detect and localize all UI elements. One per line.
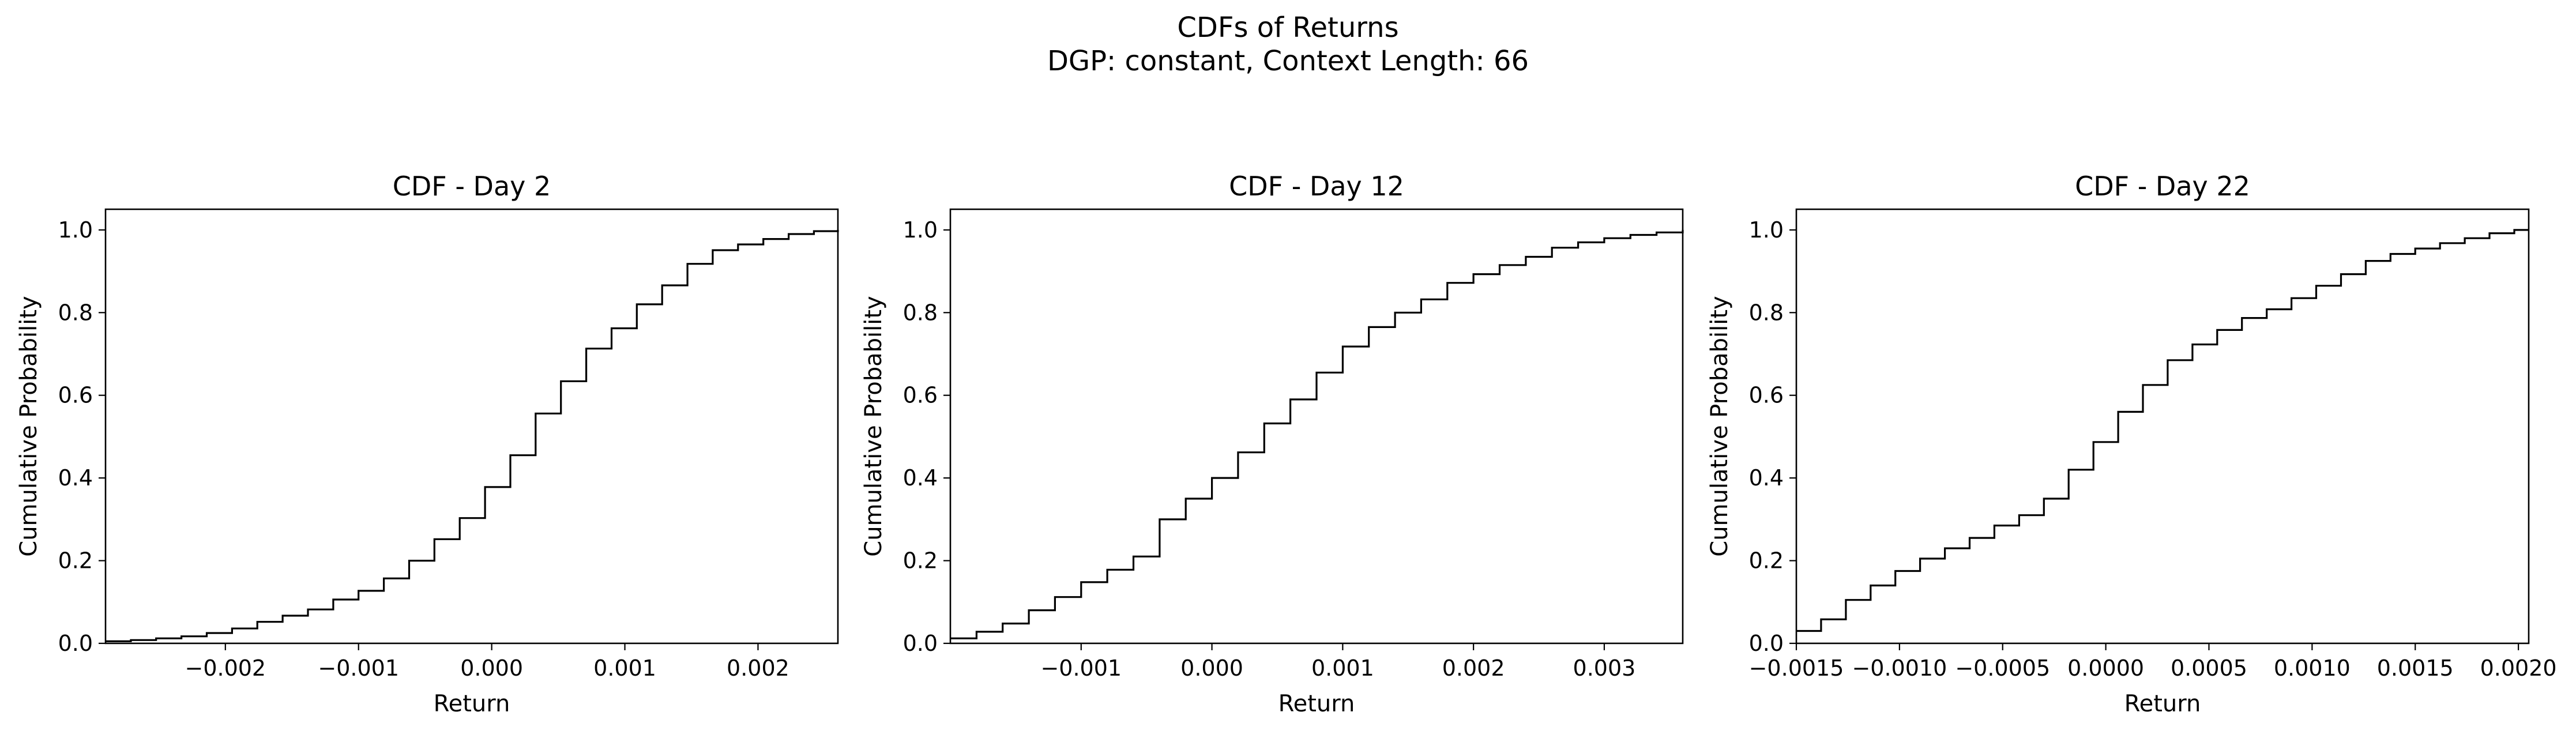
x-tick-label: 0.001 xyxy=(1311,655,1374,681)
x-tick-label: −0.0010 xyxy=(1852,655,1947,681)
y-tick-label: 0.0 xyxy=(58,631,93,656)
x-tick-label: −0.001 xyxy=(318,655,399,681)
x-tick-label: 0.0020 xyxy=(2480,655,2557,681)
y-axis-label: Cumulative Probability xyxy=(1706,296,1733,556)
y-tick-label: 0.6 xyxy=(1749,383,1784,408)
y-tick-label: 0.4 xyxy=(903,465,938,491)
x-tick-label: 0.001 xyxy=(593,655,656,681)
y-tick-label: 0.2 xyxy=(903,548,938,574)
x-tick-label: −0.0015 xyxy=(1749,655,1844,681)
x-tick-label: 0.002 xyxy=(727,655,789,681)
chart-panel-2: CDF - Day 12 −0.001 0.000 0.001 0.002 0.003 0.… xyxy=(860,171,1684,717)
y-tick-label: 0.2 xyxy=(1749,548,1784,574)
y-axis-label: Cumulative Probability xyxy=(16,296,42,556)
y-tick-label: 0.0 xyxy=(903,631,938,656)
chart-title: CDF - Day 2 xyxy=(393,171,551,202)
cdf-step-line xyxy=(950,229,1684,639)
cdf-step-line xyxy=(1796,229,2529,632)
x-axis-label: Return xyxy=(1278,691,1355,717)
x-tick-label: 0.002 xyxy=(1442,655,1505,681)
x-tick-label: 0.0000 xyxy=(2067,655,2144,681)
x-tick-label: 0.0005 xyxy=(2171,655,2247,681)
x-axis-label: Return xyxy=(2124,691,2201,717)
x-tick-label: 0.0015 xyxy=(2377,655,2454,681)
figure-subtitle: DGP: constant, Context Length: 66 xyxy=(1047,45,1529,77)
y-tick-label: 1.0 xyxy=(58,217,93,243)
chart-title: CDF - Day 12 xyxy=(1229,171,1404,202)
y-tick-label: 1.0 xyxy=(1749,217,1784,243)
y-axis-label: Cumulative Probability xyxy=(860,296,887,556)
y-tick-label: 0.6 xyxy=(903,383,938,408)
x-tick-label: −0.001 xyxy=(1040,655,1122,681)
y-tick-label: 0.8 xyxy=(1749,300,1784,325)
y-tick-label: 0.4 xyxy=(58,465,93,491)
y-tick-label: 0.0 xyxy=(1749,631,1784,656)
x-tick-label: 0.0010 xyxy=(2274,655,2351,681)
y-tick-label: 0.6 xyxy=(58,383,93,408)
x-tick-label: −0.0005 xyxy=(1955,655,2050,681)
figure-title: CDFs of Returns xyxy=(1177,12,1399,44)
y-tick-label: 1.0 xyxy=(903,217,938,243)
y-tick-label: 0.4 xyxy=(1749,465,1784,491)
x-tick-label: −0.002 xyxy=(185,655,266,681)
axes-frame xyxy=(1795,208,2530,644)
x-tick-label: 0.000 xyxy=(1180,655,1243,681)
y-tick-label: 0.8 xyxy=(58,300,93,325)
x-tick-label: 0.003 xyxy=(1573,655,1636,681)
y-tick-label: 0.8 xyxy=(903,300,938,325)
x-axis-label: Return xyxy=(434,691,510,717)
cdf-step-line xyxy=(106,229,839,642)
chart-panel-3: CDF - Day 22 −0.0015 −0.0010 −0.0005 0.0000 0… xyxy=(1706,171,2557,717)
chart-panel-1: CDF - Day 2 −0.002 −0.001 0.000 0.001 0.002 0.… xyxy=(16,171,839,717)
x-tick-label: 0.000 xyxy=(460,655,523,681)
chart-title: CDF - Day 22 xyxy=(2075,171,2250,202)
axes-frame xyxy=(949,208,1684,644)
axes-frame xyxy=(104,208,839,644)
y-tick-label: 0.2 xyxy=(58,548,93,574)
